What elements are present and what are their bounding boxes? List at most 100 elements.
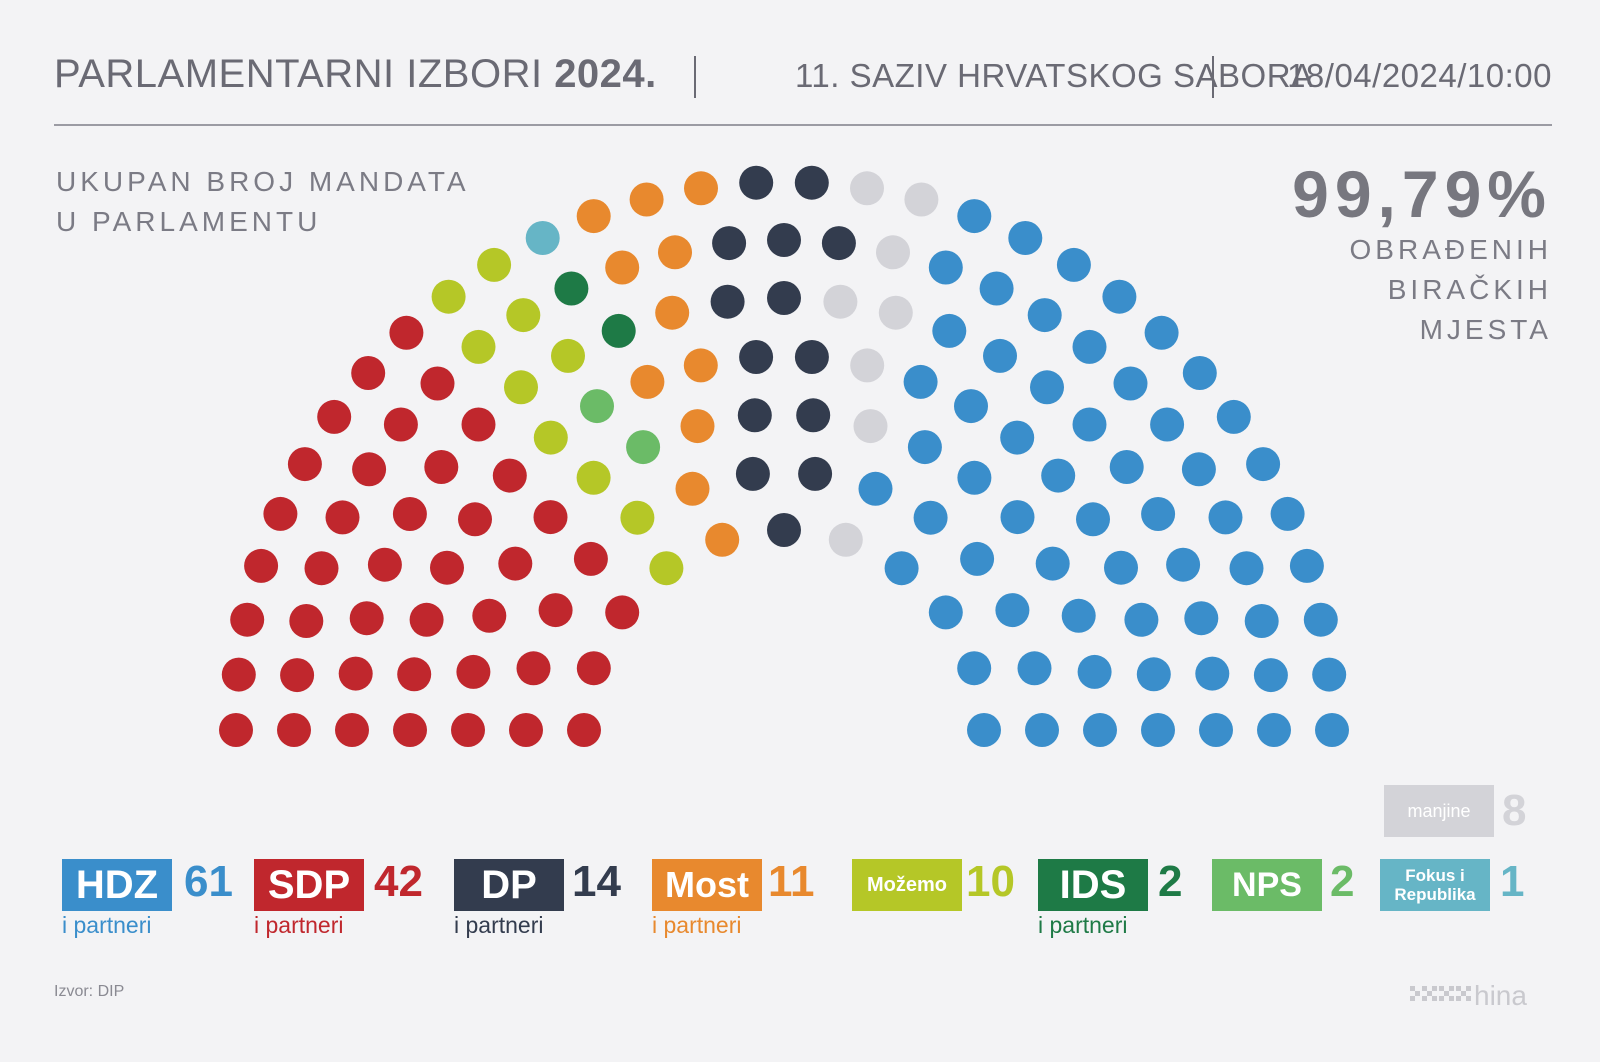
legend-fokus-name-line2: Republika bbox=[1394, 885, 1476, 904]
seat-sdp bbox=[461, 407, 496, 442]
seat-hdz bbox=[954, 389, 988, 424]
seat-sdp bbox=[409, 602, 444, 637]
seat-manjine bbox=[850, 171, 884, 206]
seat-mo-emo bbox=[477, 247, 512, 282]
seat-dp bbox=[821, 226, 856, 261]
legend-fokus-name: Fokus i Republika bbox=[1380, 859, 1490, 911]
seat-most bbox=[658, 235, 692, 270]
seat-mo-emo bbox=[533, 420, 568, 455]
header-separator bbox=[1212, 56, 1214, 98]
seat-sdp bbox=[458, 502, 492, 537]
seat-manjine bbox=[904, 182, 939, 217]
header-datetime: 18/04/2024/10:00 bbox=[1287, 57, 1552, 94]
seat-mo-emo bbox=[461, 329, 496, 364]
seat-sdp bbox=[349, 601, 384, 636]
seat-sdp bbox=[430, 550, 464, 585]
legend-item-sdp: SDP 42 i partneri bbox=[254, 857, 423, 938]
seat-dp bbox=[737, 398, 772, 433]
header-rule bbox=[54, 124, 1552, 126]
seat-sdp bbox=[367, 547, 402, 582]
seat-nps bbox=[580, 389, 614, 424]
seat-ids bbox=[601, 313, 636, 348]
seat-mo-emo bbox=[504, 370, 538, 405]
minorities-seats: 8 bbox=[1502, 786, 1527, 835]
seat-most bbox=[655, 295, 690, 330]
seat-hdz bbox=[1083, 713, 1117, 747]
seat-hdz bbox=[1061, 598, 1096, 633]
seat-hdz bbox=[1072, 407, 1107, 442]
seat-hdz bbox=[1027, 298, 1062, 333]
seat-hdz bbox=[1184, 601, 1219, 636]
seat-fokus-i-republika bbox=[525, 221, 560, 255]
seat-sdp bbox=[492, 458, 527, 493]
legend-sdp-seats: 42 bbox=[374, 857, 423, 906]
seat-dp bbox=[794, 165, 829, 200]
seat-sdp bbox=[397, 657, 432, 692]
legend-fokus-name-line1: Fokus i bbox=[1405, 866, 1465, 885]
seat-hdz bbox=[1289, 548, 1324, 583]
seat-hdz bbox=[1124, 602, 1159, 637]
header-separator bbox=[694, 56, 696, 98]
seat-dp bbox=[796, 398, 831, 433]
seat-sdp bbox=[424, 450, 459, 484]
seat-hdz bbox=[1008, 221, 1043, 255]
seat-sdp bbox=[277, 713, 311, 747]
seat-hdz bbox=[983, 338, 1017, 373]
seat-hdz bbox=[1000, 500, 1035, 535]
seat-most bbox=[683, 348, 718, 383]
seat-sdp bbox=[352, 452, 387, 487]
seat-most bbox=[705, 522, 740, 557]
seat-mo-emo bbox=[551, 338, 585, 373]
legend: HDZ 61 i partneri SDP 42 i partneri DP 1… bbox=[60, 857, 1560, 939]
seat-dp bbox=[739, 165, 774, 200]
seat-hdz bbox=[1246, 447, 1281, 482]
seat-hdz bbox=[1136, 657, 1171, 692]
seat-dp bbox=[767, 513, 801, 547]
seat-hdz bbox=[1182, 356, 1217, 390]
seat-sdp bbox=[392, 497, 427, 531]
processed-stations: 99,79% OBRAĐENIH BIRAČKIH MJESTA bbox=[1292, 158, 1552, 350]
legend-item-mozemo: Možemo 10 bbox=[852, 857, 1015, 911]
seat-hdz bbox=[1229, 551, 1264, 586]
seat-sdp bbox=[221, 657, 256, 692]
seat-hdz bbox=[995, 593, 1030, 628]
seat-nps bbox=[626, 430, 661, 465]
seat-sdp bbox=[289, 604, 324, 638]
seat-most bbox=[675, 471, 710, 506]
seat-manjine bbox=[850, 348, 885, 383]
seat-hdz bbox=[957, 460, 992, 495]
legend-mozemo-name: Možemo bbox=[852, 859, 962, 911]
seat-most bbox=[684, 171, 718, 206]
seat-hdz bbox=[1035, 546, 1070, 581]
legend-dp-seats: 14 bbox=[572, 857, 621, 906]
seat-most bbox=[576, 199, 611, 234]
seat-hdz bbox=[1030, 370, 1064, 405]
seat-sdp bbox=[533, 500, 568, 535]
seat-dp bbox=[767, 281, 801, 315]
seat-sdp bbox=[325, 500, 360, 535]
seat-mo-emo bbox=[620, 500, 655, 535]
seat-most bbox=[680, 409, 715, 444]
seat-sdp bbox=[351, 356, 386, 390]
seat-hdz bbox=[1315, 713, 1349, 747]
processed-label-line2: BIRAČKIH bbox=[1387, 274, 1552, 305]
seat-sdp bbox=[498, 546, 533, 581]
legend-fokus-seats: 1 bbox=[1500, 857, 1525, 906]
seat-hdz bbox=[1141, 497, 1176, 531]
seat-dp bbox=[735, 456, 770, 491]
seat-hdz bbox=[1199, 713, 1233, 747]
seat-sdp bbox=[605, 595, 640, 630]
seat-sdp bbox=[451, 713, 485, 747]
seat-hdz bbox=[1303, 602, 1338, 637]
processed-label-line1: OBRAĐENIH bbox=[1349, 234, 1552, 265]
source-note: Izvor: DIP bbox=[54, 983, 125, 1000]
seat-hdz bbox=[1025, 713, 1059, 747]
seat-sdp bbox=[516, 651, 551, 686]
seat-most bbox=[629, 182, 664, 217]
seat-hdz bbox=[903, 364, 938, 399]
seat-sdp bbox=[263, 496, 298, 531]
legend-item-nps: NPS 2 bbox=[1212, 857, 1354, 911]
seat-dp bbox=[739, 340, 774, 374]
seat-mo-emo bbox=[506, 298, 541, 333]
processed-label: OBRAĐENIH BIRAČKIH MJESTA bbox=[1292, 230, 1552, 350]
